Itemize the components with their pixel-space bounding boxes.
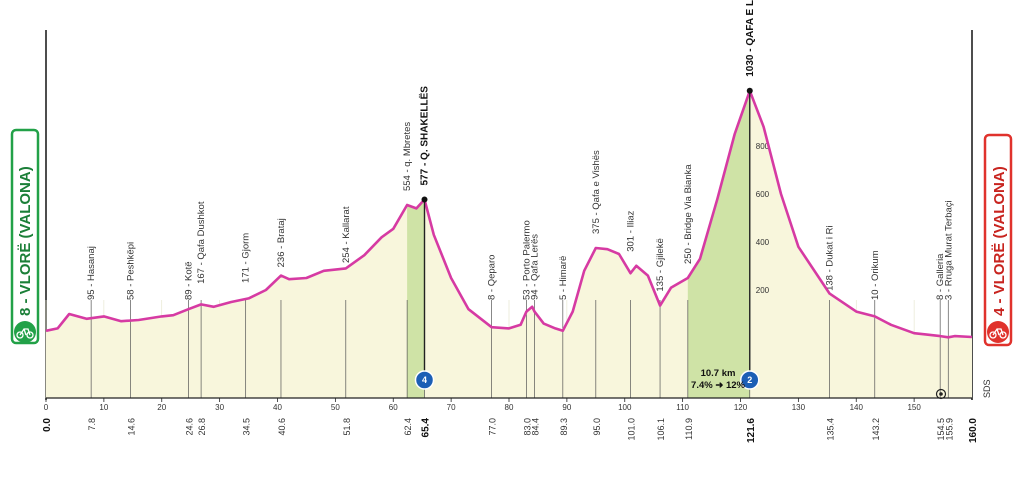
waypoint-label: 554 - q. Mbretes — [402, 122, 413, 191]
waypoint-label: 254 - Kallarat — [341, 206, 352, 263]
distance-tick-label: 90 — [562, 403, 571, 412]
cumulative-distance-label: 83.0 — [522, 418, 532, 436]
distance-tick-label: 60 — [389, 403, 398, 412]
waypoint-label: 94 - Qafa Lerës — [529, 234, 540, 300]
distance-tick-label: 30 — [215, 403, 224, 412]
waypoint-label: 301 - Iliaz — [626, 210, 637, 251]
summit-dot — [746, 87, 753, 94]
waypoint-label: 250 - Bridge Via Bianka — [683, 164, 694, 264]
waypoint-label: 171 - Gjorm — [241, 233, 252, 283]
bicycle-finish-glyph — [989, 328, 1007, 339]
climb-category-badge — [740, 370, 760, 390]
cumulative-distance-label: 143.2 — [871, 418, 881, 441]
finish-badge: 4 - VLORË (VALONA) — [983, 133, 1013, 347]
cumulative-distance-label: 135.4 — [826, 418, 836, 441]
distance-tick-label: 20 — [157, 403, 166, 412]
cumulative-distance-label: 51.8 — [342, 418, 352, 436]
climb-segment-fill — [407, 199, 425, 398]
waypoint-label: 135 - Gjilekë — [655, 238, 666, 291]
profile-line — [45, 89, 973, 339]
distance-tick-label: 130 — [792, 403, 806, 412]
distance-tick-label: 70 — [447, 403, 456, 412]
sds-label: SDS — [982, 379, 992, 398]
cumulative-distance-label: 40.6 — [277, 418, 287, 436]
cumulative-distance-label: 160.0 — [968, 418, 979, 443]
cumulative-distance-label: 77.0 — [488, 418, 498, 436]
cumulative-distance-label: 155.9 — [944, 418, 954, 441]
waypoint-label: 138 - Dukat i Ri — [825, 225, 836, 290]
finish-marker-icon — [935, 388, 947, 400]
cumulative-distance-label: 14.6 — [126, 418, 136, 436]
waypoint-label: 167 - Qafa Dushkot — [196, 201, 207, 284]
climb-category-label: 2 — [747, 375, 752, 385]
waypoint-label: 1030 - QAFA E LLOGARASË — [743, 0, 756, 77]
cumulative-distance-label: 26.8 — [197, 418, 207, 436]
distance-tick-label: 0 — [44, 403, 49, 412]
bottom-distance-labels: 0.0 7.8 14.6 24.6 26.8 34.5 40.6 51.8 62.4 65.4 77… — [42, 418, 979, 443]
summit-dot — [421, 196, 428, 203]
waypoint-label: 8 - Galleria — [935, 253, 946, 300]
distance-tick-label: 10 — [99, 403, 108, 412]
waypoint-label: 58 - Peshkëpi — [125, 242, 136, 300]
waypoint-label: 3 - Rruga Murat Terbaçi — [943, 200, 954, 300]
waypoint-label: 5 - Himarë — [558, 256, 569, 300]
cumulative-distance-label: 24.6 — [184, 418, 194, 436]
climb-category-label: 4 — [422, 375, 427, 385]
climb-category-badge — [414, 370, 435, 390]
waypoint-label: 95 - Hasanaj — [86, 246, 97, 300]
bicycle-start-glyph — [16, 328, 34, 339]
cumulative-distance-label: 121.6 — [746, 418, 757, 443]
cumulative-distance-label: 0.0 — [42, 418, 53, 432]
climb-segment-fill — [687, 90, 750, 399]
finish-marker-dot — [939, 392, 943, 396]
distance-tick-label: 110 — [676, 403, 689, 412]
waypoint-label: 8 - Qeparo — [487, 255, 498, 300]
cumulative-distance-label: 89.3 — [559, 418, 569, 436]
elevation-line — [45, 89, 973, 339]
altitude-tick-label: 800 — [756, 142, 770, 151]
altitude-tick-label: 400 — [756, 238, 770, 247]
waypoint-markers: 95 - Hasanaj 58 - Peshkëpi 89 - Kotë 167 - … — [86, 0, 954, 398]
waypoint-label: 577 - Q. SHAKELLËS — [418, 86, 431, 186]
cumulative-distance-label: 154.5 — [936, 418, 946, 441]
waypoint-label: 236 - Brataj — [276, 218, 287, 267]
distance-tick-label: 80 — [505, 403, 514, 412]
distance-tick-label: 100 — [618, 403, 632, 412]
waypoint-label: 89 - Kotë — [183, 261, 194, 300]
cumulative-distance-label: 34.5 — [242, 418, 252, 436]
distance-axis: 0 10 20 30 40 50 60 70 80 90 100 110 120 130 140 150 — [44, 397, 972, 412]
distance-tick-label: 140 — [850, 403, 864, 412]
climb-highlights: 200 400 600 800 — [407, 90, 770, 399]
cumulative-distance-label: 101.0 — [627, 418, 637, 441]
cumulative-distance-label: 7.8 — [87, 418, 97, 431]
altitude-tick-label: 200 — [756, 286, 770, 295]
climb-note-distance: 10.7 km — [701, 368, 736, 379]
altitude-tick-label: 600 — [756, 190, 770, 199]
cumulative-distance-label: 62.4 — [403, 418, 413, 436]
cumulative-distance-label: 110.9 — [684, 418, 694, 440]
waypoint-label: 53 - Porto Palermo — [521, 220, 532, 300]
finish-badge-frame — [983, 133, 1013, 347]
waypoint-label: 375 - Qafa e Vishës — [591, 150, 602, 234]
distance-tick-label: 150 — [907, 403, 921, 412]
cumulative-distance-label: 106.1 — [656, 418, 666, 441]
climb-note-gradient: 7.4% ➜ 12% — [691, 380, 745, 391]
start-badge: 8 - VLORË (VALONA) — [10, 128, 40, 345]
cumulative-distance-label: 95.0 — [592, 418, 602, 436]
waypoint-label: 10 - Orikum — [870, 250, 881, 300]
finish-location-label: 4 - VLORË (VALONA) — [991, 166, 1008, 316]
distance-tick-label: 120 — [734, 403, 748, 412]
start-location-label: 8 - VLORË (VALONA) — [17, 166, 34, 316]
distance-tick-label: 40 — [273, 403, 282, 412]
cumulative-distance-label: 84.4 — [530, 418, 540, 436]
cumulative-distance-label: 65.4 — [421, 418, 432, 438]
distance-tick-label: 50 — [331, 403, 340, 412]
